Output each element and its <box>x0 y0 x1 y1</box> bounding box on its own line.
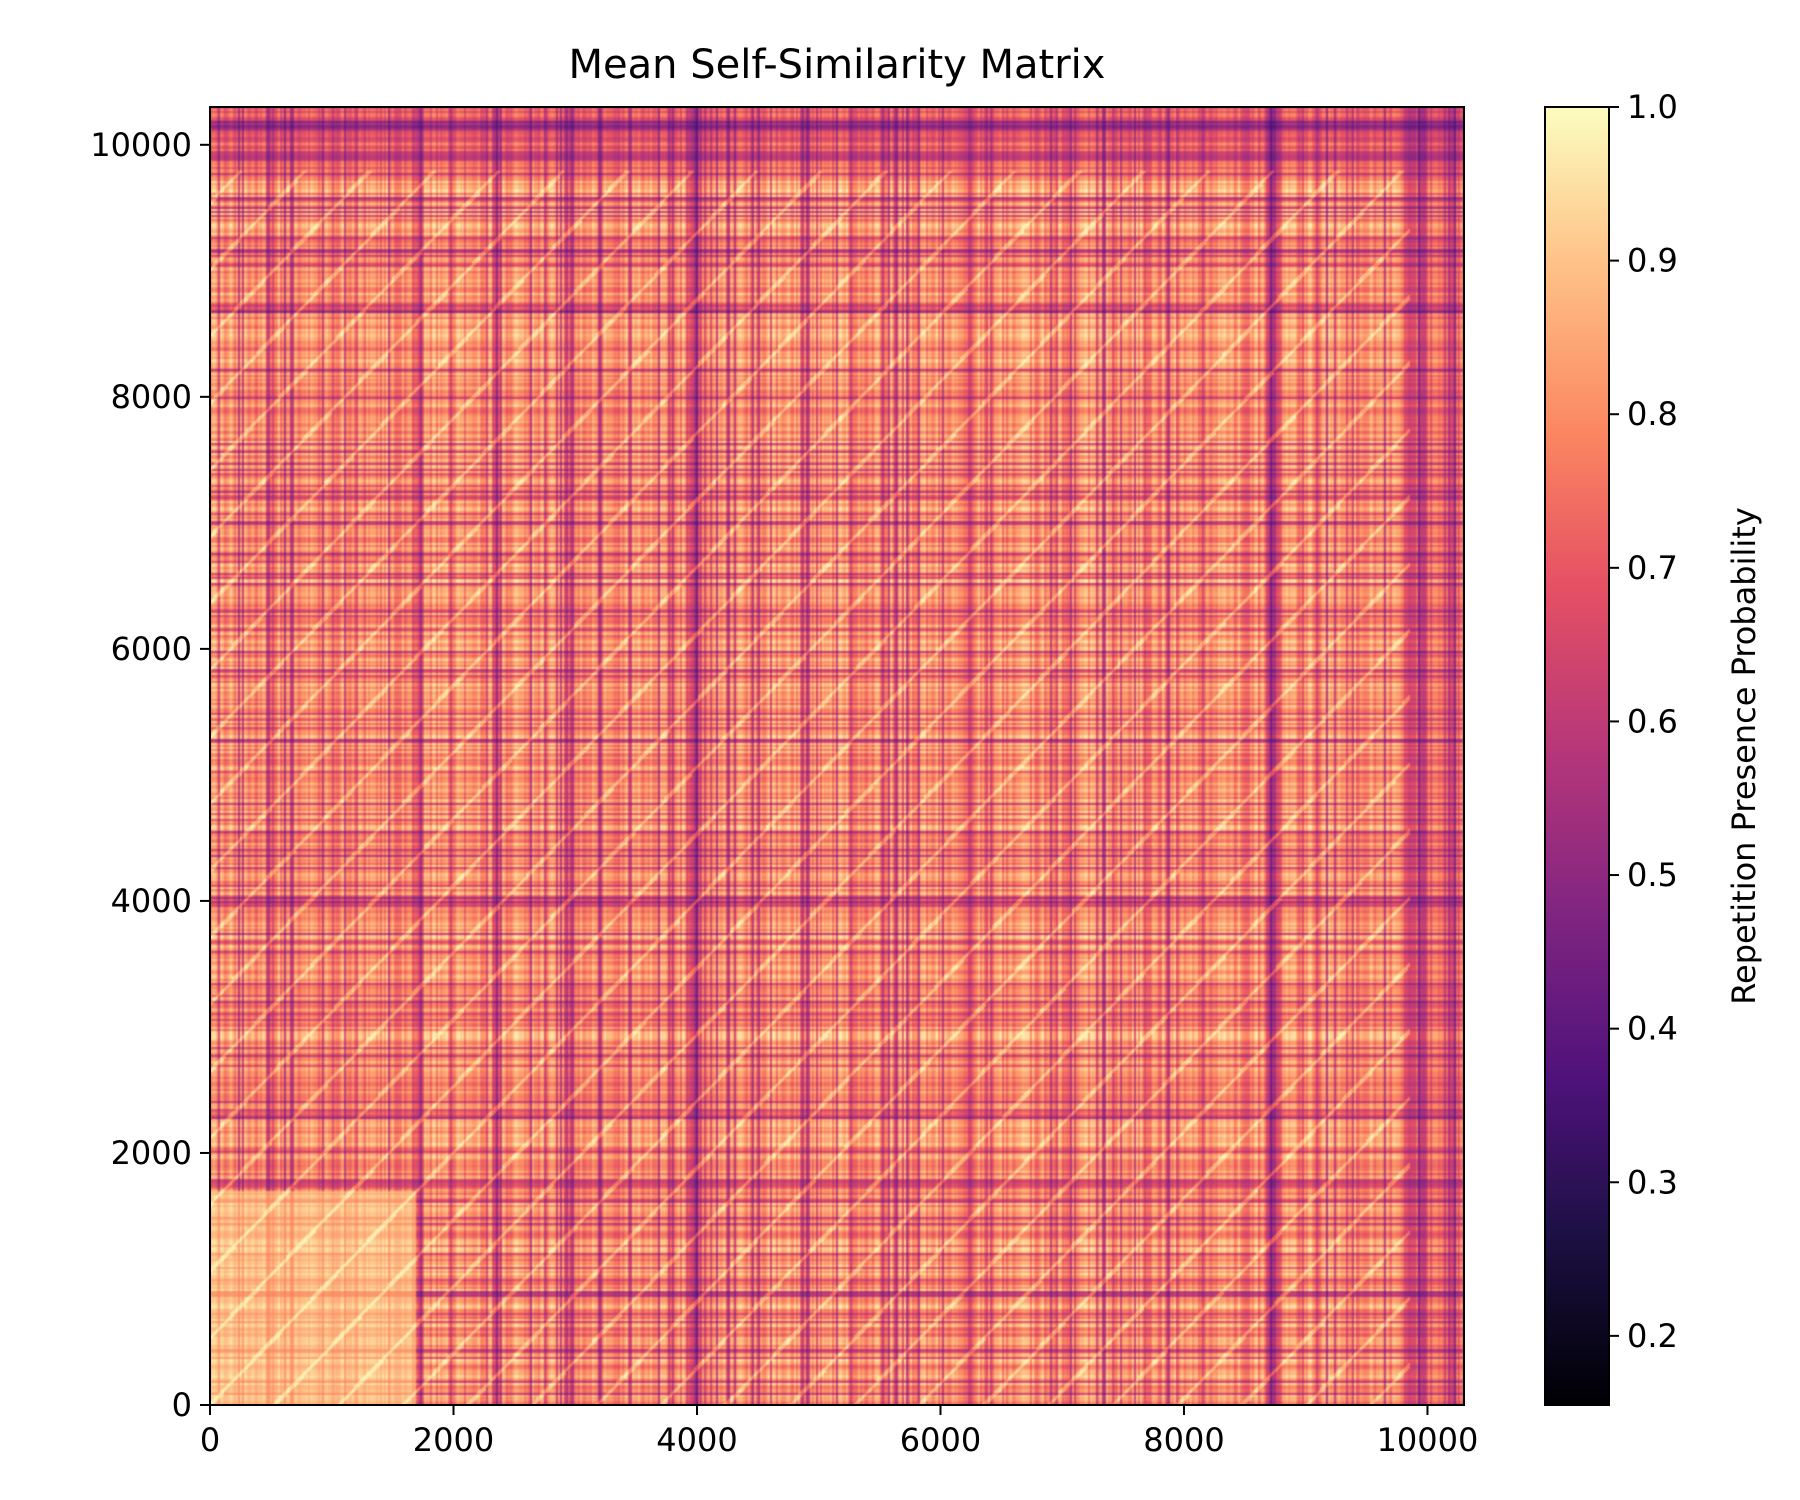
colorbar-tick-label: 0.6 <box>1627 702 1678 740</box>
colorbar-tick-label: 0.3 <box>1627 1163 1678 1201</box>
y-tick-label: 10000 <box>90 126 192 164</box>
plot-frame <box>209 106 1465 1406</box>
colorbar-gradient <box>1545 107 1609 1405</box>
colorbar-axis: 0.2 0.3 0.4 0.5 0.6 0.7 0.8 0.9 1.0 <box>1609 88 1678 1355</box>
y-tick-label: 4000 <box>111 882 192 920</box>
y-tick-label: 6000 <box>111 630 192 668</box>
x-tick-label: 8000 <box>1143 1421 1224 1459</box>
y-axis: 0 2000 4000 6000 8000 10000 <box>90 126 210 1424</box>
x-tick-label: 0 <box>200 1421 220 1459</box>
x-tick-label: 6000 <box>900 1421 981 1459</box>
y-tick-label: 2000 <box>111 1134 192 1172</box>
colorbar-tick-label: 0.2 <box>1627 1317 1678 1355</box>
x-tick-label: 10000 <box>1377 1421 1479 1459</box>
x-tick-label: 4000 <box>656 1421 737 1459</box>
colorbar-tick-label: 0.7 <box>1627 549 1678 587</box>
chart-title: Mean Self-Similarity Matrix <box>569 42 1106 88</box>
y-tick-label: 8000 <box>111 378 192 416</box>
colorbar-tick-label: 0.8 <box>1627 395 1678 433</box>
colorbar-tick-label: 0.9 <box>1627 242 1678 280</box>
colorbar-label: Repetition Presence Probability <box>1725 507 1763 1005</box>
y-tick-label: 0 <box>172 1386 192 1424</box>
colorbar-tick-label: 0.5 <box>1627 856 1678 894</box>
heatmap-image <box>210 107 1464 1405</box>
colorbar-frame <box>1544 106 1610 1406</box>
x-tick-label: 2000 <box>413 1421 494 1459</box>
x-axis: 0 2000 4000 6000 8000 10000 <box>200 1405 1479 1459</box>
colorbar-tick-label: 1.0 <box>1627 88 1678 126</box>
colorbar-tick-label: 0.4 <box>1627 1010 1678 1048</box>
